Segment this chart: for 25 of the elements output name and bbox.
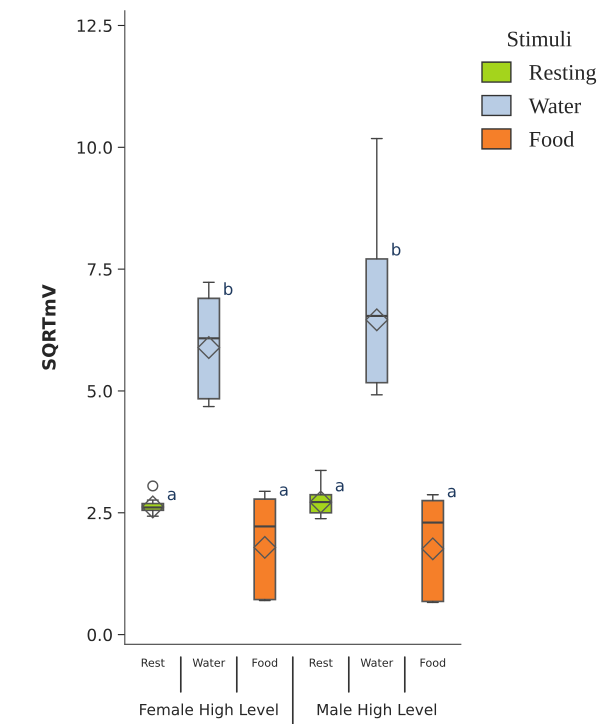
annotation: a [168, 490, 176, 500]
text: Female High Level [140, 703, 278, 718]
annotation: a [336, 482, 344, 492]
y-tick-label: 12.5 [78, 19, 112, 32]
x-tick-label: Food [420, 658, 446, 667]
x-tick-label: Rest [142, 658, 165, 667]
y-tick-label: 2.5 [88, 506, 112, 520]
x-tick-label: Water [192, 658, 226, 667]
y-tick-label: 0.0 [88, 628, 112, 642]
x-tick-label: Water [360, 658, 394, 667]
annotation: b [224, 282, 232, 296]
legend-label: Food [529, 131, 574, 147]
y-tick-label: 10.0 [78, 141, 112, 154]
x-tick-label: Food [252, 658, 278, 667]
annotation: a [448, 488, 456, 498]
y-tick-label: 5.0 [88, 384, 112, 398]
annotation: a [280, 486, 288, 496]
y-axis-title: SQRTmV [42, 284, 58, 370]
x-tick-label: Rest [310, 658, 333, 667]
annotation: b [392, 242, 400, 256]
legend-label: Water [528, 98, 581, 114]
legend-label: Resting [529, 64, 596, 84]
legend-title: Stimuli [508, 30, 572, 46]
y-tick-label: 7.5 [88, 263, 112, 276]
text: Male High Level [318, 703, 436, 718]
